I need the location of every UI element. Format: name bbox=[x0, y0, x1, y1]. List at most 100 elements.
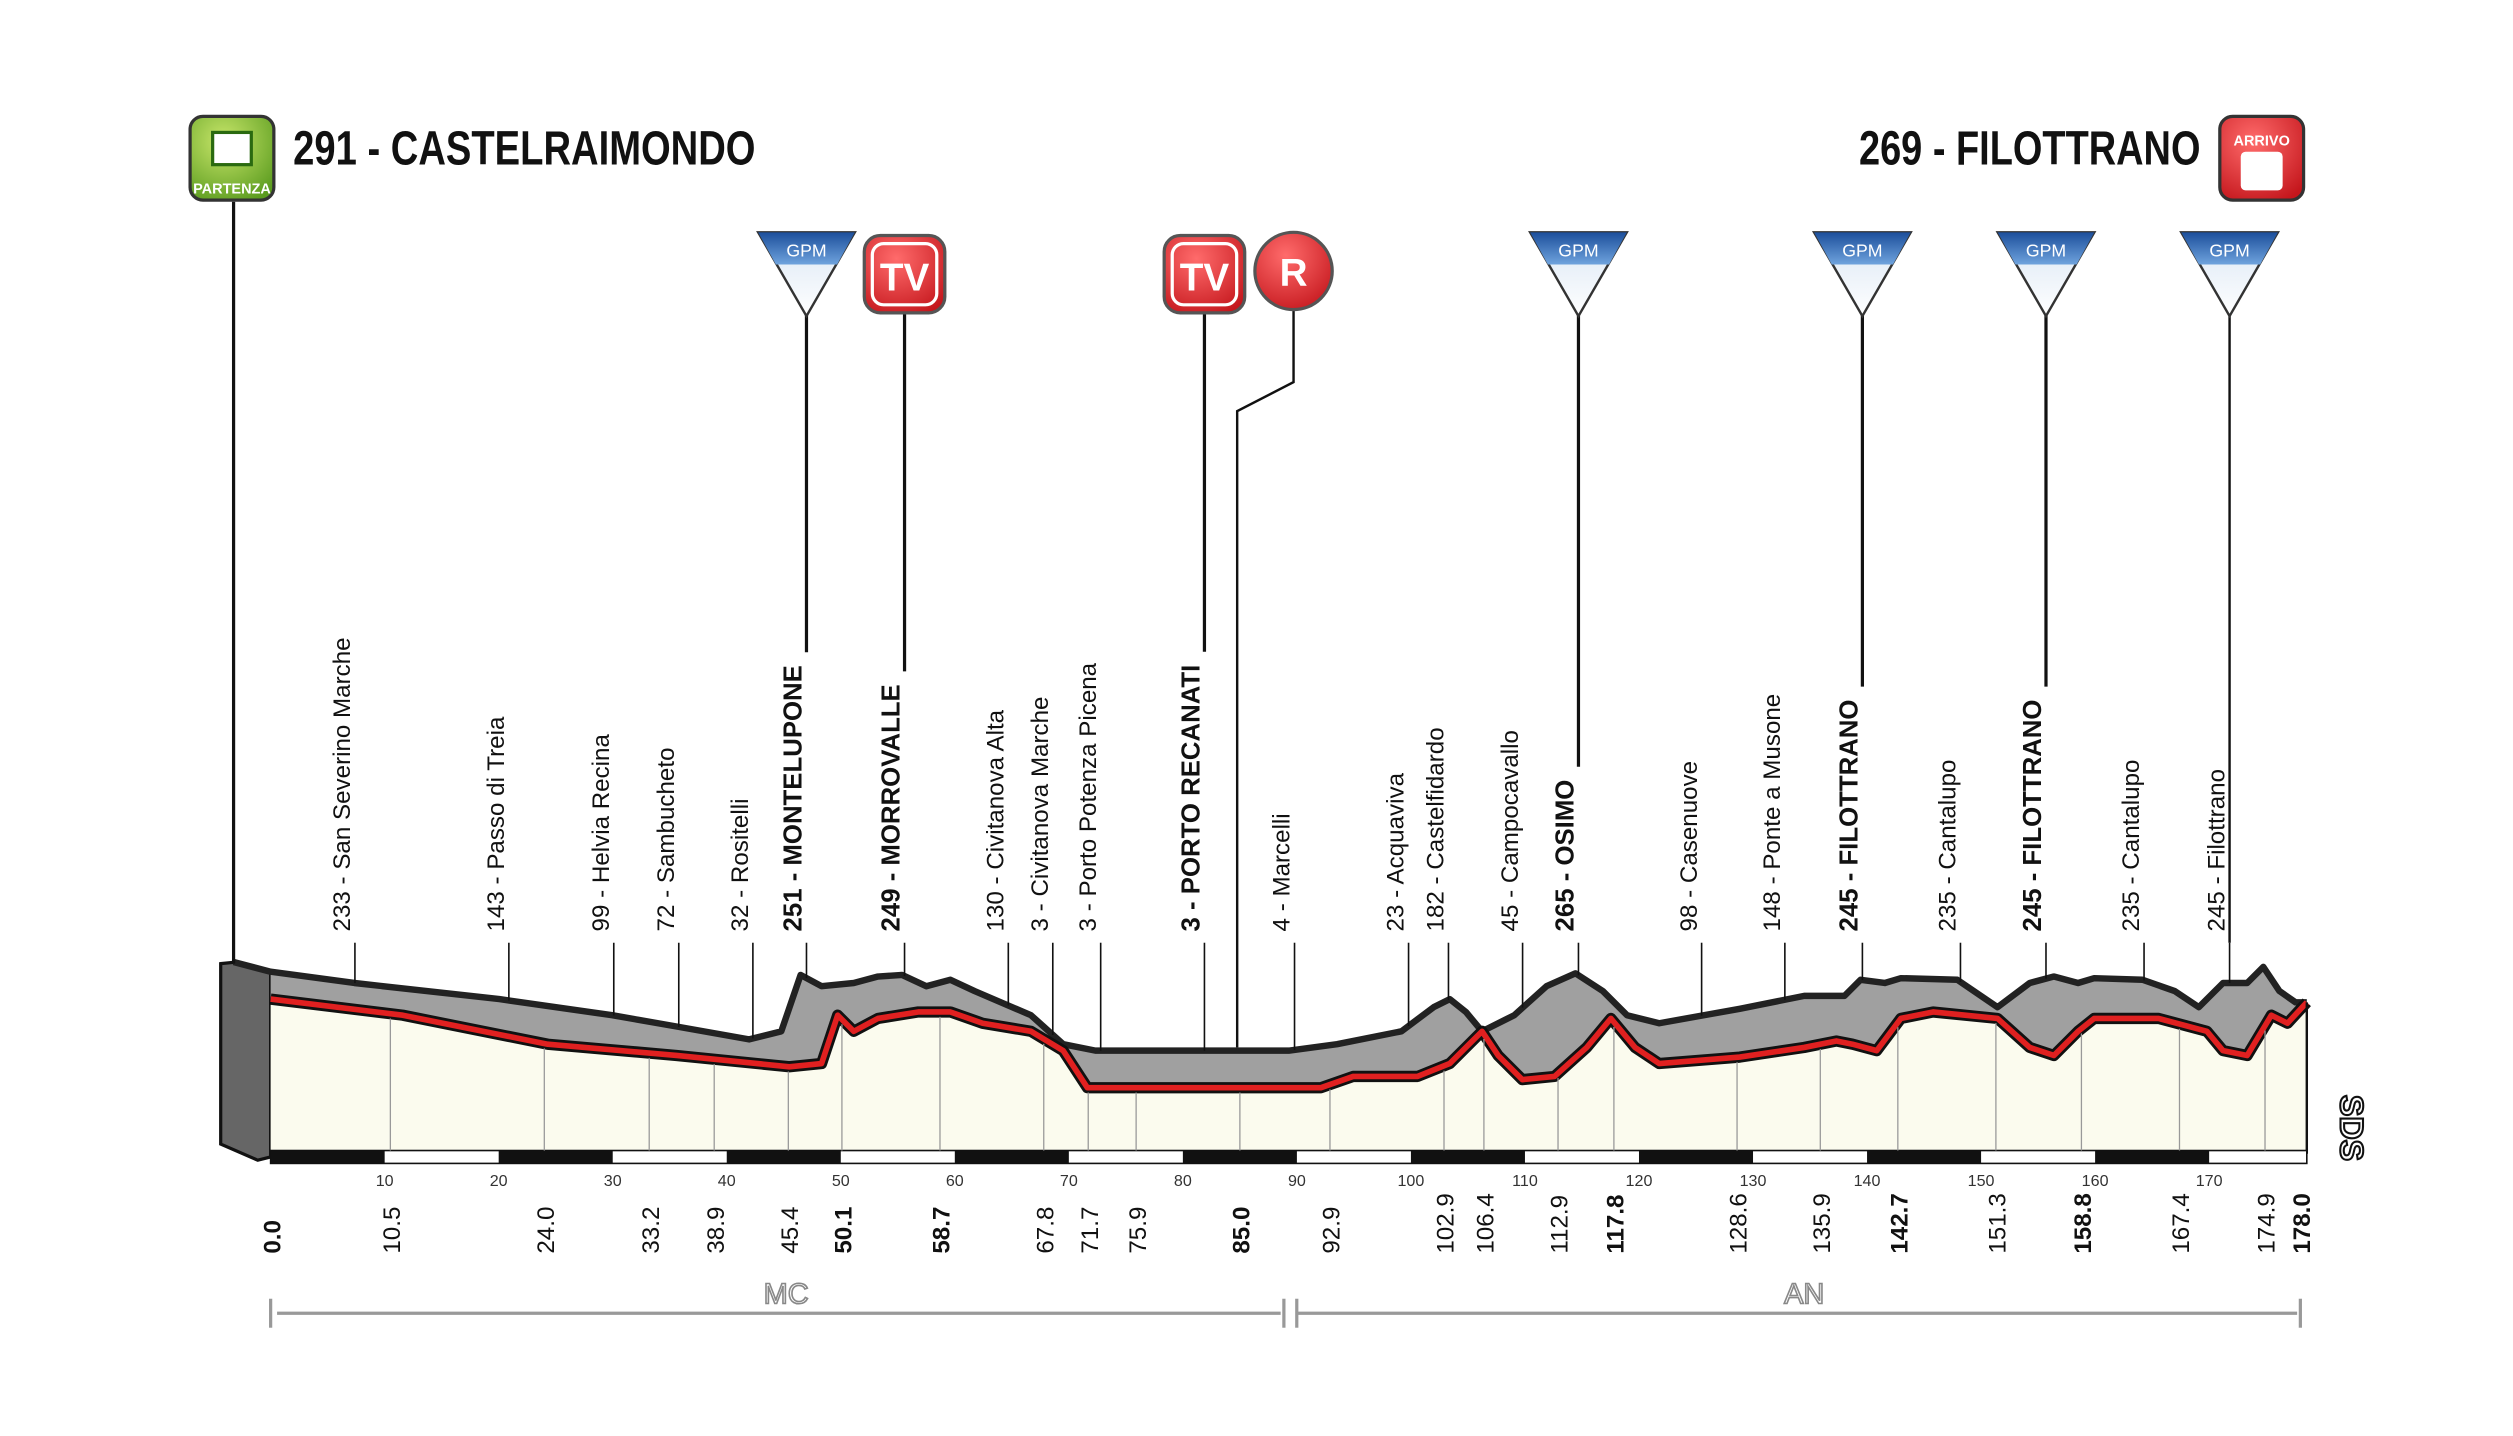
finish-title: 269 - FILOTTRANO bbox=[1859, 122, 2201, 176]
axis-tick-label: 160 bbox=[2082, 1172, 2109, 1190]
axis-tick-label: 70 bbox=[1060, 1172, 1078, 1190]
waypoint-label: 32 - Rositelli bbox=[727, 799, 754, 932]
tv-badge-inner bbox=[870, 241, 939, 307]
km-label: 128.6 bbox=[1726, 1193, 1753, 1253]
waypoint-label: 4 - Marcelli bbox=[1269, 813, 1296, 931]
km-label: 0.0 bbox=[259, 1220, 286, 1254]
gpm-label: GPM bbox=[2026, 240, 2066, 260]
km-band-segment bbox=[1867, 1150, 1982, 1164]
km-label: 106.4 bbox=[1473, 1193, 1500, 1253]
waypoint-label: 245 - FILOTTRANO bbox=[1836, 700, 1864, 932]
waypoint-label: 265 - OSIMO bbox=[1552, 780, 1580, 932]
km-label: 142.7 bbox=[1887, 1193, 1914, 1253]
waypoint-label: 72 - Sambucheto bbox=[653, 747, 680, 931]
profile-edge bbox=[232, 958, 2307, 1054]
km-label: 92.9 bbox=[1319, 1207, 1346, 1254]
axis-tick-label: 10 bbox=[376, 1172, 394, 1190]
gpm-band bbox=[758, 232, 855, 265]
start-flag bbox=[211, 130, 253, 167]
km-label: 135.9 bbox=[1809, 1193, 1836, 1253]
r-connector bbox=[1235, 309, 1295, 1048]
km-label: 24.0 bbox=[533, 1207, 560, 1254]
waypoint-label: 249 - MORROVALLE bbox=[878, 684, 906, 931]
km-label: 158.8 bbox=[2070, 1193, 2097, 1253]
km-label: 45.4 bbox=[777, 1207, 804, 1254]
axis-tick-label: 60 bbox=[946, 1172, 964, 1190]
waypoint-label: 23 - Acquaviva bbox=[1383, 772, 1410, 931]
km-label: 38.9 bbox=[703, 1207, 730, 1254]
gpm-band bbox=[1997, 232, 2095, 265]
waypoint-label: 3 - PORTO RECANATI bbox=[1178, 665, 1206, 932]
waypoint-label: 143 - Passo di Treia bbox=[483, 716, 510, 931]
tv-badge bbox=[862, 233, 947, 315]
logo: SDS bbox=[2334, 1095, 2370, 1161]
axis-tick-label: 130 bbox=[1740, 1172, 1767, 1190]
axis-tick-label: 140 bbox=[1854, 1172, 1881, 1190]
tv-label: TV bbox=[1180, 256, 1230, 299]
waypoint-label: 3 - Porto Potenza Picena bbox=[1075, 662, 1102, 931]
tv-label: TV bbox=[880, 256, 930, 299]
gpm-label: GPM bbox=[786, 240, 826, 260]
waypoint-label: 148 - Ponte a Musone bbox=[1759, 694, 1786, 932]
axis-tick-label: 30 bbox=[604, 1172, 622, 1190]
km-label: 112.9 bbox=[1547, 1195, 1574, 1254]
waypoint-label: 233 - San Severino Marche bbox=[329, 637, 356, 931]
axis-tick-label: 100 bbox=[1397, 1172, 1424, 1190]
km-band-segment bbox=[726, 1150, 841, 1164]
province-label: AN bbox=[1784, 1279, 1824, 1311]
km-label: 151.3 bbox=[1985, 1193, 2012, 1253]
gpm-band bbox=[2181, 232, 2278, 265]
profile-ground bbox=[270, 999, 2307, 1154]
r-badge bbox=[1253, 230, 1334, 312]
km-label: 50.1 bbox=[831, 1207, 858, 1254]
labels: PARTENZA 291 - CASTELRAIMONDO ARRIVO 269 - … bbox=[188, 114, 2371, 1328]
km-label: 102.9 bbox=[1433, 1193, 1460, 1253]
km-label: 71.7 bbox=[1077, 1207, 1104, 1254]
axis-tick-label: 120 bbox=[1626, 1172, 1653, 1190]
km-label: 178.0 bbox=[2289, 1193, 2316, 1253]
km-band-segment bbox=[954, 1150, 1069, 1164]
axis-tick-label: 50 bbox=[832, 1172, 850, 1190]
km-band-segment bbox=[1182, 1150, 1297, 1164]
start-title: 291 - CASTELRAIMONDO bbox=[293, 122, 755, 176]
finish-badge-inner bbox=[2240, 151, 2283, 191]
axis-tick-label: 150 bbox=[1968, 1172, 1995, 1190]
km-label: 85.0 bbox=[1229, 1207, 1256, 1254]
waypoint-label: 235 - Cantalupo bbox=[1935, 760, 1962, 932]
km-label: 58.7 bbox=[929, 1207, 956, 1254]
km-label: 75.9 bbox=[1125, 1207, 1152, 1254]
r-label: R bbox=[1280, 251, 1308, 294]
gpm-label: GPM bbox=[2209, 240, 2249, 260]
axis-tick-label: 40 bbox=[718, 1172, 736, 1190]
km-label: 117.8 bbox=[1603, 1194, 1630, 1253]
waypoint-label: 245 - FILOTTRANO bbox=[2019, 700, 2047, 932]
km-label: 33.2 bbox=[638, 1207, 665, 1254]
axis-tick-label: 110 bbox=[1512, 1172, 1538, 1190]
waypoint-label: 182 - Castelfidardo bbox=[1423, 727, 1450, 931]
waypoint-label: 99 - Helvia Recina bbox=[588, 734, 615, 932]
axis-tick-label: 20 bbox=[490, 1172, 508, 1190]
km-label: 167.4 bbox=[2168, 1193, 2195, 1253]
km-label: 67.8 bbox=[1032, 1207, 1059, 1254]
gpm-band bbox=[1530, 232, 1627, 265]
profile-slope bbox=[270, 966, 2307, 1088]
km-band-segment bbox=[1638, 1150, 1754, 1164]
waypoint-label: 98 - Casenuove bbox=[1676, 761, 1703, 932]
gpm-band bbox=[1814, 232, 1911, 265]
road-line bbox=[270, 996, 2309, 1091]
gpm-label: GPM bbox=[1842, 240, 1882, 260]
tv-badge bbox=[1162, 233, 1247, 315]
km-band-segment bbox=[498, 1150, 613, 1164]
finish-badge-label: ARRIVO bbox=[2234, 133, 2290, 149]
profile-side bbox=[219, 960, 273, 1162]
km-label: 10.5 bbox=[379, 1207, 406, 1254]
profile bbox=[219, 958, 2311, 1165]
km-band-segment bbox=[2095, 1150, 2210, 1164]
axis-tick-label: 80 bbox=[1174, 1172, 1192, 1190]
gpm-label: GPM bbox=[1558, 240, 1598, 260]
waypoint-label: 251 - MONTELUPONE bbox=[780, 665, 808, 931]
km-band-segment bbox=[270, 1150, 385, 1164]
waypoint-label: 245 - Filottrano bbox=[2204, 769, 2231, 931]
waypoint-label: 235 - Cantalupo bbox=[2118, 760, 2145, 932]
